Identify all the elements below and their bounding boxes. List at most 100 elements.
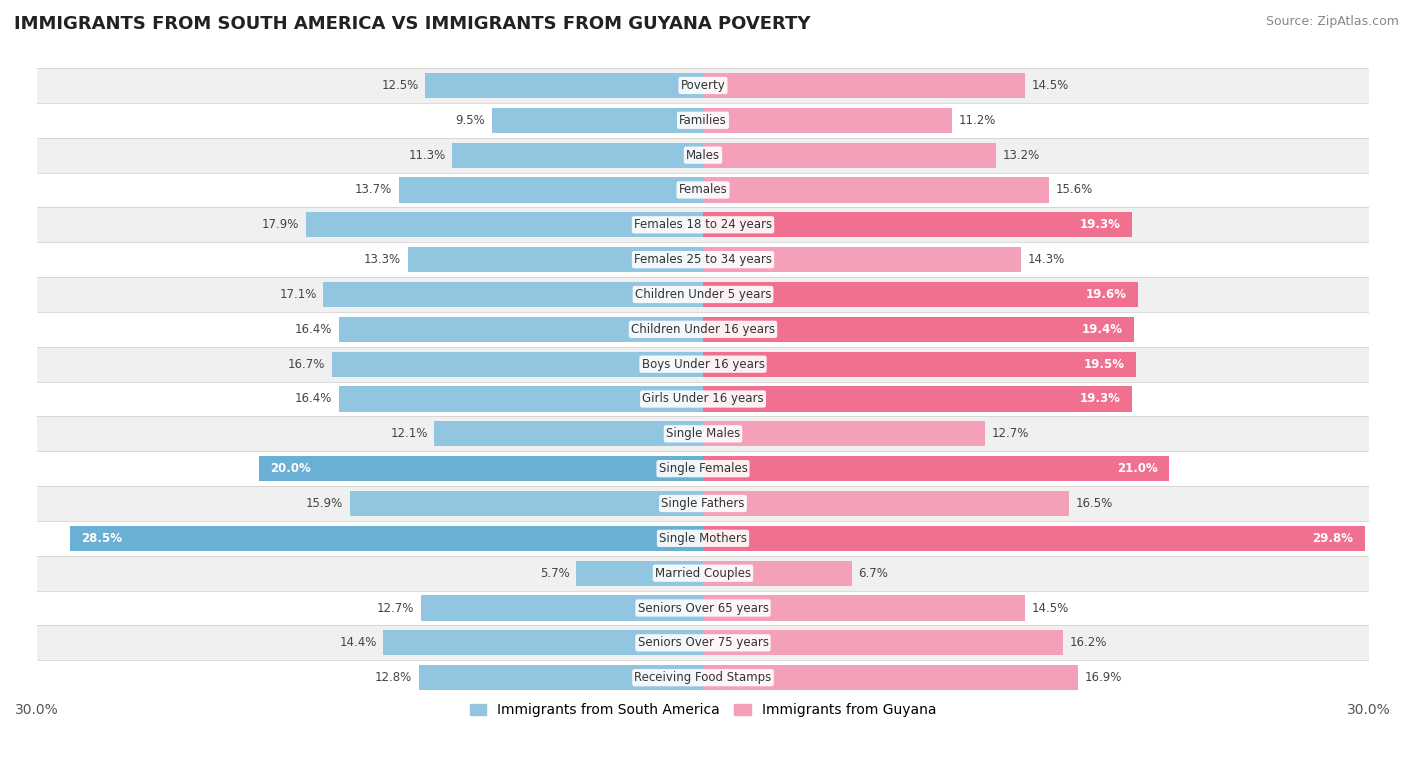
Text: 16.4%: 16.4%	[295, 323, 332, 336]
Bar	[350, 491, 703, 516]
Text: 19.5%: 19.5%	[1084, 358, 1125, 371]
Text: 12.7%: 12.7%	[991, 428, 1029, 440]
Bar	[37, 451, 1369, 486]
Bar	[703, 596, 1025, 621]
Bar	[37, 208, 1369, 243]
Text: 16.5%: 16.5%	[1076, 497, 1114, 510]
Text: 13.2%: 13.2%	[1002, 149, 1040, 161]
Bar	[37, 556, 1369, 590]
Bar	[703, 212, 1132, 237]
Bar	[305, 212, 703, 237]
Bar	[37, 346, 1369, 381]
Bar	[453, 143, 703, 168]
Bar	[37, 381, 1369, 416]
Bar	[492, 108, 703, 133]
Text: 15.9%: 15.9%	[307, 497, 343, 510]
Bar	[37, 486, 1369, 521]
Bar	[703, 352, 1136, 377]
Bar	[703, 282, 1139, 307]
Text: 19.4%: 19.4%	[1081, 323, 1122, 336]
Text: 11.3%: 11.3%	[408, 149, 446, 161]
Bar	[399, 177, 703, 202]
Bar	[703, 631, 1063, 656]
Text: 29.8%: 29.8%	[1313, 532, 1354, 545]
Bar	[37, 277, 1369, 312]
Bar	[37, 416, 1369, 451]
Text: Single Fathers: Single Fathers	[661, 497, 745, 510]
Bar	[37, 521, 1369, 556]
Bar	[703, 317, 1133, 342]
Bar	[37, 173, 1369, 208]
Bar	[426, 73, 703, 98]
Text: 13.3%: 13.3%	[364, 253, 401, 266]
Bar	[703, 421, 986, 446]
Text: 20.0%: 20.0%	[270, 462, 311, 475]
Bar	[576, 561, 703, 586]
Text: 21.0%: 21.0%	[1118, 462, 1159, 475]
Text: 14.4%: 14.4%	[339, 637, 377, 650]
Bar	[37, 590, 1369, 625]
Text: Seniors Over 65 years: Seniors Over 65 years	[637, 602, 769, 615]
Bar	[37, 312, 1369, 346]
Bar	[339, 387, 703, 412]
Text: 17.1%: 17.1%	[280, 288, 316, 301]
Text: 9.5%: 9.5%	[456, 114, 485, 127]
Text: 6.7%: 6.7%	[859, 567, 889, 580]
Text: 11.2%: 11.2%	[959, 114, 995, 127]
Bar	[37, 68, 1369, 103]
Text: Females: Females	[679, 183, 727, 196]
Text: 16.7%: 16.7%	[288, 358, 326, 371]
Text: Children Under 5 years: Children Under 5 years	[634, 288, 772, 301]
Text: Single Females: Single Females	[658, 462, 748, 475]
Text: Source: ZipAtlas.com: Source: ZipAtlas.com	[1265, 15, 1399, 28]
Text: IMMIGRANTS FROM SOUTH AMERICA VS IMMIGRANTS FROM GUYANA POVERTY: IMMIGRANTS FROM SOUTH AMERICA VS IMMIGRA…	[14, 15, 811, 33]
Text: 12.7%: 12.7%	[377, 602, 415, 615]
Text: 19.3%: 19.3%	[1080, 393, 1121, 406]
Bar	[419, 665, 703, 691]
Text: 19.3%: 19.3%	[1080, 218, 1121, 231]
Text: 14.5%: 14.5%	[1032, 602, 1069, 615]
Text: Girls Under 16 years: Girls Under 16 years	[643, 393, 763, 406]
Text: 13.7%: 13.7%	[354, 183, 392, 196]
Bar	[408, 247, 703, 272]
Text: 5.7%: 5.7%	[540, 567, 569, 580]
Text: Families: Families	[679, 114, 727, 127]
Bar	[37, 138, 1369, 173]
Bar	[703, 108, 952, 133]
Text: 14.3%: 14.3%	[1028, 253, 1064, 266]
Text: 12.8%: 12.8%	[375, 671, 412, 684]
Bar	[37, 243, 1369, 277]
Bar	[339, 317, 703, 342]
Bar	[323, 282, 703, 307]
Bar	[703, 526, 1365, 551]
Bar	[703, 143, 995, 168]
Bar	[259, 456, 703, 481]
Text: Poverty: Poverty	[681, 79, 725, 92]
Bar	[703, 456, 1170, 481]
Bar	[420, 596, 703, 621]
Text: Boys Under 16 years: Boys Under 16 years	[641, 358, 765, 371]
Text: Receiving Food Stamps: Receiving Food Stamps	[634, 671, 772, 684]
Bar	[703, 387, 1132, 412]
Text: 16.9%: 16.9%	[1085, 671, 1122, 684]
Text: Males: Males	[686, 149, 720, 161]
Bar	[37, 660, 1369, 695]
Text: Single Males: Single Males	[666, 428, 740, 440]
Bar	[703, 247, 1021, 272]
Text: Single Mothers: Single Mothers	[659, 532, 747, 545]
Text: 17.9%: 17.9%	[262, 218, 299, 231]
Bar	[434, 421, 703, 446]
Text: Seniors Over 75 years: Seniors Over 75 years	[637, 637, 769, 650]
Text: 12.5%: 12.5%	[381, 79, 419, 92]
Bar	[703, 73, 1025, 98]
Text: 28.5%: 28.5%	[82, 532, 122, 545]
Bar	[37, 103, 1369, 138]
Text: 19.6%: 19.6%	[1085, 288, 1128, 301]
Legend: Immigrants from South America, Immigrants from Guyana: Immigrants from South America, Immigrant…	[464, 697, 942, 722]
Text: Females 25 to 34 years: Females 25 to 34 years	[634, 253, 772, 266]
Text: 16.2%: 16.2%	[1070, 637, 1107, 650]
Bar	[703, 177, 1049, 202]
Text: Females 18 to 24 years: Females 18 to 24 years	[634, 218, 772, 231]
Bar	[703, 561, 852, 586]
Bar	[70, 526, 703, 551]
